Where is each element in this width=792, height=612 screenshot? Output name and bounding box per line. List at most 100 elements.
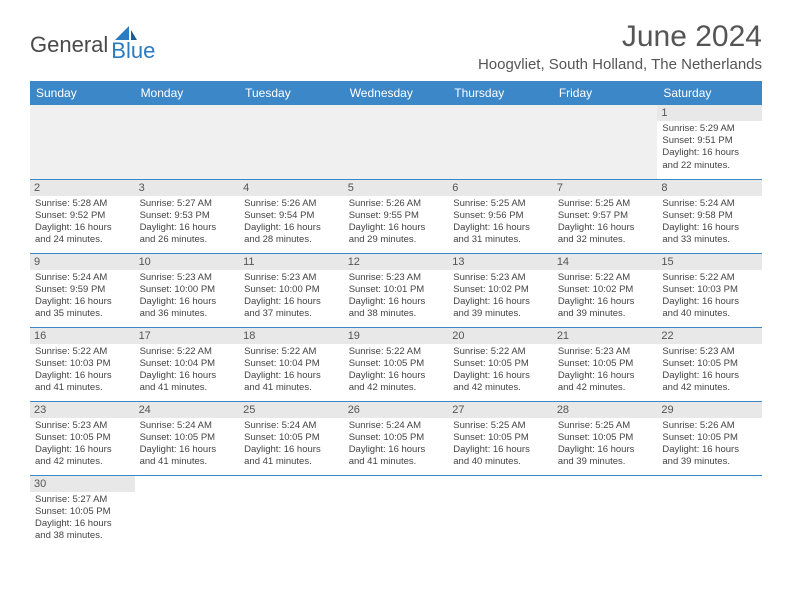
day-info-line: Daylight: 16 hours [662,444,757,456]
day-info-line: Sunset: 10:04 PM [244,358,339,370]
day-info-line: Sunrise: 5:26 AM [349,198,444,210]
day-number: 7 [553,180,658,196]
day-info-line: Daylight: 16 hours [35,222,130,234]
day-number: 6 [448,180,553,196]
calendar-cell: 24Sunrise: 5:24 AMSunset: 10:05 PMDaylig… [135,401,240,475]
day-info-line: and 38 minutes. [349,308,444,320]
day-number: 15 [657,254,762,270]
calendar-cell [344,105,449,179]
calendar-cell [448,105,553,179]
day-info-line: Sunset: 9:56 PM [453,210,548,222]
calendar-cell: 14Sunrise: 5:22 AMSunset: 10:02 PMDaylig… [553,253,658,327]
day-number: 23 [30,402,135,418]
calendar-cell: 22Sunrise: 5:23 AMSunset: 10:05 PMDaylig… [657,327,762,401]
calendar-cell: 11Sunrise: 5:23 AMSunset: 10:00 PMDaylig… [239,253,344,327]
day-info-line: and 41 minutes. [140,456,235,468]
day-info-line: and 32 minutes. [558,234,653,246]
day-info-line: and 42 minutes. [662,382,757,394]
day-info-line: Sunrise: 5:24 AM [662,198,757,210]
day-info-line: Sunrise: 5:23 AM [35,420,130,432]
calendar-cell: 25Sunrise: 5:24 AMSunset: 10:05 PMDaylig… [239,401,344,475]
day-info-line: Sunset: 10:05 PM [558,432,653,444]
day-info-line: Sunset: 10:05 PM [349,358,444,370]
day-number: 13 [448,254,553,270]
weekday-header: Thursday [448,81,553,105]
day-info-line: Sunrise: 5:22 AM [662,272,757,284]
calendar-cell [135,105,240,179]
day-info-line: Daylight: 16 hours [35,444,130,456]
day-info-line: Daylight: 16 hours [140,444,235,456]
day-info-line: Sunrise: 5:27 AM [35,494,130,506]
day-number: 29 [657,402,762,418]
day-info-line: Sunrise: 5:24 AM [244,420,339,432]
day-info-line: Sunset: 10:05 PM [244,432,339,444]
day-info-line: Daylight: 16 hours [140,222,235,234]
day-info-line: and 38 minutes. [35,530,130,542]
calendar-cell [344,475,449,549]
day-info-line: Sunrise: 5:22 AM [349,346,444,358]
calendar-cell: 2Sunrise: 5:28 AMSunset: 9:52 PMDaylight… [30,179,135,253]
day-info-line: Sunset: 9:53 PM [140,210,235,222]
day-info-line: Sunrise: 5:25 AM [453,198,548,210]
day-info-line: and 41 minutes. [140,382,235,394]
day-info-line: and 39 minutes. [558,308,653,320]
day-info-line: Sunset: 10:03 PM [662,284,757,296]
day-info-line: and 41 minutes. [244,382,339,394]
calendar-cell: 23 Sunrise: 5:23 AMSunset: 10:05 PMDaylig… [30,401,135,475]
day-info-line: Sunrise: 5:24 AM [140,420,235,432]
calendar-cell: 16Sunrise: 5:22 AMSunset: 10:03 PMDaylig… [30,327,135,401]
day-info-line: Daylight: 16 hours [244,370,339,382]
day-info-line: and 35 minutes. [35,308,130,320]
calendar-cell: 1Sunrise: 5:29 AMSunset: 9:51 PMDaylight… [657,105,762,179]
day-info-line: Sunset: 10:03 PM [35,358,130,370]
day-info-line: and 39 minutes. [453,308,548,320]
day-number: 4 [239,180,344,196]
day-info-line: Sunrise: 5:22 AM [35,346,130,358]
calendar-cell: 17Sunrise: 5:22 AMSunset: 10:04 PMDaylig… [135,327,240,401]
calendar-cell: 8Sunrise: 5:24 AMSunset: 9:58 PMDaylight… [657,179,762,253]
day-info-line: and 33 minutes. [662,234,757,246]
day-info-line: and 42 minutes. [349,382,444,394]
day-info-line: Sunset: 10:01 PM [349,284,444,296]
day-info-line: and 42 minutes. [558,382,653,394]
calendar-cell: 30Sunrise: 5:27 AMSunset: 10:05 PMDaylig… [30,475,135,549]
day-info-line: Daylight: 16 hours [244,222,339,234]
day-info-line: Sunrise: 5:22 AM [558,272,653,284]
day-number: 12 [344,254,449,270]
day-number: 30 [30,476,135,492]
day-info-line: Daylight: 16 hours [140,296,235,308]
day-number: 20 [448,328,553,344]
day-info-line: and 42 minutes. [453,382,548,394]
day-info-line: Sunset: 10:05 PM [662,432,757,444]
day-info-line: Sunrise: 5:25 AM [453,420,548,432]
weekday-header: Saturday [657,81,762,105]
location-text: Hoogvliet, South Holland, The Netherland… [478,56,762,73]
day-info-line: Daylight: 16 hours [453,444,548,456]
day-info-line: Daylight: 16 hours [244,444,339,456]
day-info-line: Daylight: 16 hours [140,370,235,382]
day-info-line: Sunset: 10:05 PM [349,432,444,444]
day-info-line: Sunrise: 5:25 AM [558,420,653,432]
weekday-header: Wednesday [344,81,449,105]
month-title: June 2024 [478,20,762,54]
day-info-line: Daylight: 16 hours [662,296,757,308]
day-number: 1 [657,105,762,121]
calendar-cell: 28Sunrise: 5:25 AMSunset: 10:05 PMDaylig… [553,401,658,475]
day-info-line: Daylight: 16 hours [349,296,444,308]
day-info-line: Sunset: 10:04 PM [140,358,235,370]
calendar-cell [448,475,553,549]
day-info-line: Sunset: 10:05 PM [35,432,130,444]
day-number: 14 [553,254,658,270]
day-number: 3 [135,180,240,196]
weekday-header: Sunday [30,81,135,105]
calendar-cell: 18Sunrise: 5:22 AMSunset: 10:04 PMDaylig… [239,327,344,401]
calendar-cell [135,475,240,549]
calendar-body: 1Sunrise: 5:29 AMSunset: 9:51 PMDaylight… [30,105,762,549]
calendar-cell: 20Sunrise: 5:22 AMSunset: 10:05 PMDaylig… [448,327,553,401]
page-header: GeneralBlue June 2024 Hoogvliet, South H… [30,20,762,73]
day-info-line: Daylight: 16 hours [662,147,757,159]
day-number: 19 [344,328,449,344]
day-info-line: Daylight: 16 hours [349,370,444,382]
calendar-table: Sunday Monday Tuesday Wednesday Thursday… [30,81,762,549]
day-info-line: Sunrise: 5:22 AM [140,346,235,358]
